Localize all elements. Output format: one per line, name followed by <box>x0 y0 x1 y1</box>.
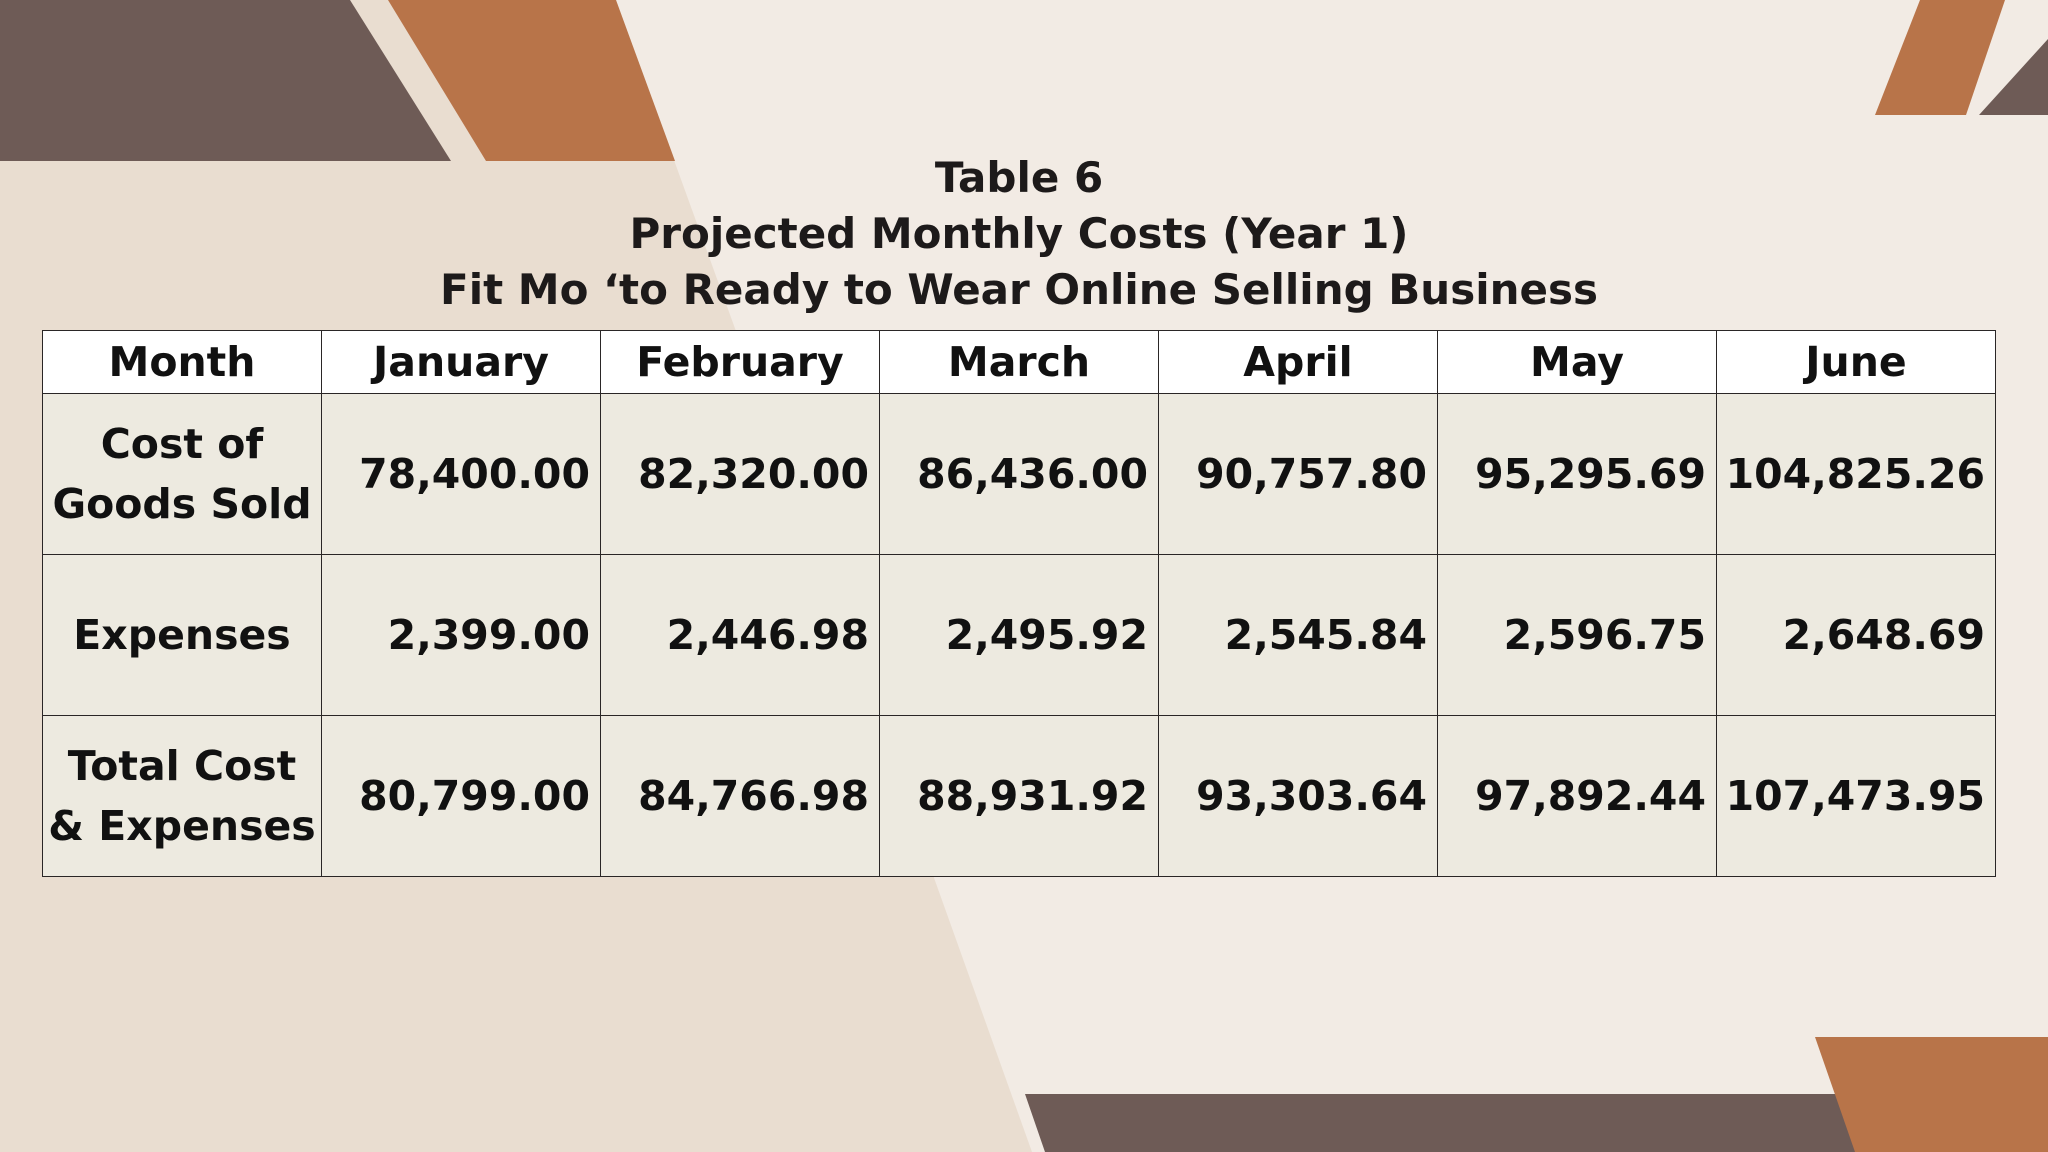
row-label: Total Cost & Expenses <box>42 715 322 877</box>
table-row: Cost of Goods Sold 78,400.00 82,320.00 86,43… <box>42 393 1996 555</box>
row-label-line: Expenses <box>73 611 291 659</box>
row-label-line: Goods Sold <box>52 480 312 528</box>
row-label: Cost of Goods Sold <box>42 393 322 555</box>
value-cell: 82,320.00 <box>600 393 880 555</box>
header-cell: March <box>879 330 1159 394</box>
header-row: Month January February March April May June <box>42 330 1996 394</box>
header-cell: April <box>1158 330 1438 394</box>
value-cell: 107,473.95 <box>1716 715 1996 877</box>
title-line: Table 6 <box>934 153 1104 202</box>
header-cell: May <box>1437 330 1717 394</box>
title: Table 6 Projected Monthly Costs (Year 1) F… <box>0 150 2038 318</box>
value-cell: 2,545.84 <box>1158 554 1438 716</box>
title-line: Fit Mo ‘to Ready to Wear Online Selling … <box>440 265 1598 314</box>
header-cell: Month <box>42 330 322 394</box>
title-line: Projected Monthly Costs (Year 1) <box>629 209 1409 258</box>
header-cell: January <box>321 330 601 394</box>
row-label-line: & Expenses <box>48 802 316 850</box>
value-cell: 2,495.92 <box>879 554 1159 716</box>
value-cell: 78,400.00 <box>321 393 601 555</box>
value-cell: 93,303.64 <box>1158 715 1438 877</box>
value-cell: 97,892.44 <box>1437 715 1717 877</box>
row-label-line: Cost of <box>100 420 264 468</box>
value-cell: 88,931.92 <box>879 715 1159 877</box>
value-cell: 2,596.75 <box>1437 554 1717 716</box>
value-cell: 90,757.80 <box>1158 393 1438 555</box>
value-cell: 86,436.00 <box>879 393 1159 555</box>
value-cell: 95,295.69 <box>1437 393 1717 555</box>
value-cell: 2,446.98 <box>600 554 880 716</box>
table-row: Expenses 2,399.00 2,446.98 2,495.92 2,545.84… <box>42 554 1996 716</box>
table-row: Total Cost & Expenses 80,799.00 84,766.98 88… <box>42 715 1996 877</box>
value-cell: 2,648.69 <box>1716 554 1996 716</box>
row-label-line: Total Cost <box>67 742 297 790</box>
value-cell: 84,766.98 <box>600 715 880 877</box>
value-cell: 2,399.00 <box>321 554 601 716</box>
cost-table: Month January February March April May June Cos… <box>42 330 1996 877</box>
value-cell: 80,799.00 <box>321 715 601 877</box>
header-cell: February <box>600 330 880 394</box>
header-cell: June <box>1716 330 1996 394</box>
row-label: Expenses <box>42 554 322 716</box>
value-cell: 104,825.26 <box>1716 393 1996 555</box>
